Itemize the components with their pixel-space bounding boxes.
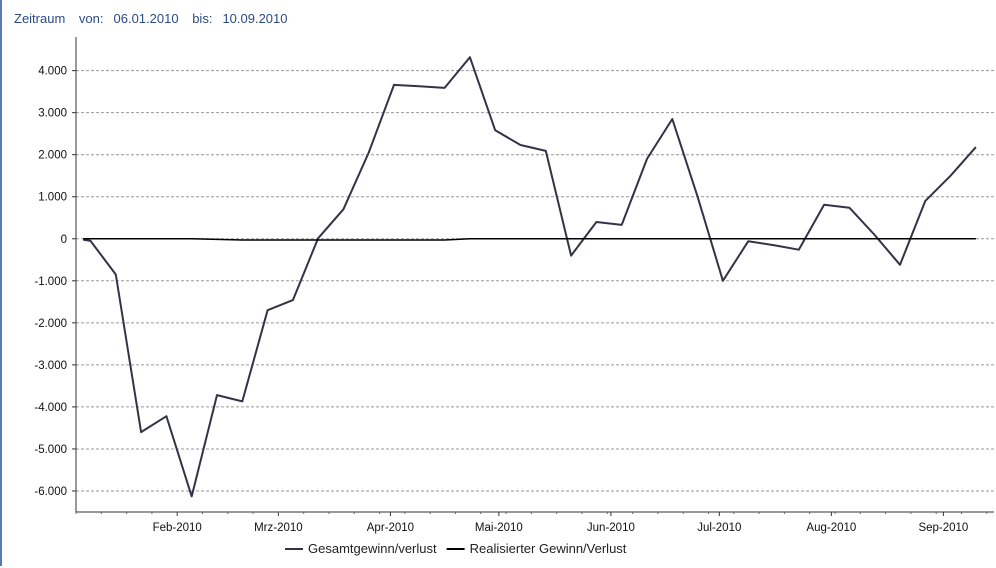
y-tick-label: 0: [61, 234, 67, 246]
from-date: 06.01.2010: [113, 11, 179, 26]
series-line-1: [83, 56, 977, 498]
to-date: 10.09.2010: [222, 11, 288, 26]
y-tick-label: 4.000: [38, 66, 67, 78]
series-lines: [83, 56, 977, 498]
x-tick-label: Mai-2010: [475, 522, 523, 534]
legend-entry-label: Gesamtgewinn/verlust: [308, 541, 437, 556]
axes: [75, 37, 994, 513]
x-tick-label: Feb-2010: [153, 522, 202, 534]
legend-entry-label: Realisierter Gewinn/Verlust: [470, 541, 627, 556]
to-label: bis:: [192, 11, 213, 26]
x-tick-label: Aug-2010: [806, 522, 856, 534]
x-tick-label: Jun-2010: [587, 522, 635, 534]
y-tick-label: 2.000: [38, 150, 67, 162]
y-tick-label: -6.000: [34, 486, 67, 498]
legend: Gesamtgewinn/verlust Realisierter Gewinn/…: [285, 541, 627, 556]
x-axis-ticks: Feb-2010 Mrz-2010 Apr-2010 Mai-2010 Jun-2010…: [75, 512, 988, 534]
y-tick-label: 1.000: [38, 192, 67, 204]
y-axis-ticks: 4.000 3.000 2.000 1.000 0 -1.000 -2.000 -3.000 -…: [34, 66, 76, 498]
x-tick-label: Sep-2010: [918, 522, 968, 534]
y-tick-label: -3.000: [34, 360, 67, 372]
y-tick-label: -5.000: [34, 444, 67, 456]
from-label: von:: [78, 11, 104, 26]
grid-lines: [76, 70, 994, 492]
y-tick-label: 3.000: [38, 108, 67, 120]
y-tick-label: -2.000: [34, 318, 67, 330]
period-header: Zeitraum von: 06.01.2010 bis: 10.09.2010: [14, 11, 298, 26]
x-tick-label: Jul-2010: [697, 522, 741, 534]
x-tick-label: Apr-2010: [367, 522, 414, 534]
y-tick-label: -1.000: [34, 276, 67, 288]
x-tick-label: Mrz-2010: [254, 522, 303, 534]
y-tick-label: -4.000: [34, 402, 67, 414]
period-label: Zeitraum: [14, 11, 66, 26]
series-line-2: [83, 238, 976, 241]
